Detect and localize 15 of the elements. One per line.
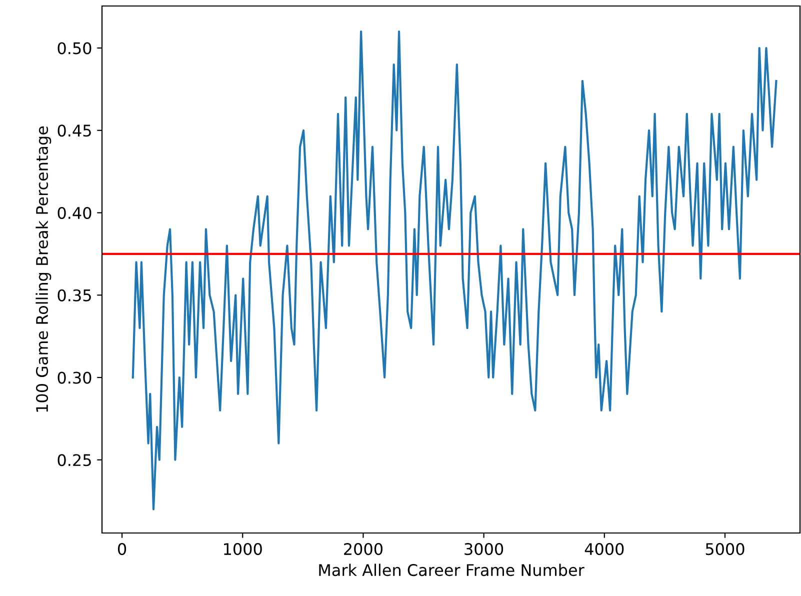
x-tick-label: 4000	[584, 543, 624, 556]
y-tick-label: 0.30	[58, 372, 92, 384]
line-series	[132, 30, 778, 510]
x-tick-label: 3000	[464, 543, 504, 556]
y-axis-title: 100 Game Rolling Break Percentage	[36, 126, 52, 412]
x-axis-title: Mark Allen Career Frame Number	[319, 564, 584, 576]
y-tick-label: 0.25	[58, 454, 91, 466]
x-tick-label: 2000	[344, 543, 382, 556]
y-tick-label: 0.50	[58, 42, 92, 54]
x-tick-label: 0	[118, 543, 126, 556]
x-tick-label: 5000	[706, 543, 744, 556]
y-tick-label: 0.45	[58, 124, 91, 137]
y-tick-label: 0.40	[58, 206, 92, 220]
y-tick-label: 0.35	[58, 289, 91, 302]
x-tick-label: 1000	[224, 543, 262, 556]
